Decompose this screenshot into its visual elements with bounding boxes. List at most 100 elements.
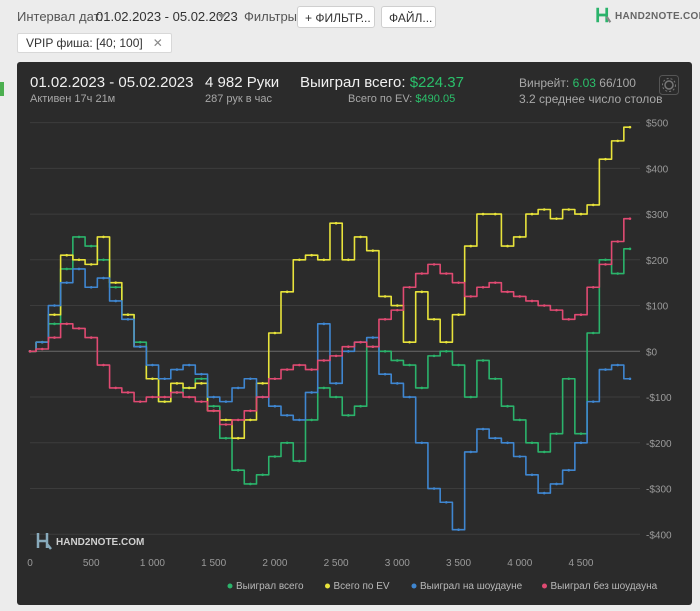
data-point: [40, 340, 44, 344]
data-point: [212, 404, 215, 408]
data-point: [347, 414, 350, 417]
data-point: [347, 349, 350, 353]
sidebar-marker: [0, 82, 4, 96]
data-point: [444, 340, 448, 344]
data-point: [273, 377, 277, 381]
data-point: [444, 349, 448, 353]
data-point: [383, 349, 387, 353]
data-point: [212, 409, 215, 413]
data-point: [555, 217, 558, 220]
legend-label[interactable]: Выиграл на шоудауне: [420, 581, 523, 592]
data-point: [530, 473, 534, 477]
y-tick-label: $200: [646, 256, 669, 267]
data-point: [298, 418, 301, 422]
data-point: [591, 203, 595, 207]
data-point: [236, 436, 240, 440]
data-point: [224, 436, 228, 440]
data-point: [604, 368, 607, 371]
data-point: [163, 395, 166, 399]
data-point: [579, 441, 583, 445]
data-point: [481, 359, 485, 362]
file-button[interactable]: ФАЙЛ...: [381, 6, 436, 28]
y-tick-label: $0: [646, 347, 658, 358]
data-point: [567, 468, 571, 472]
stat-tables: 3.2 среднее число столов: [519, 92, 663, 106]
data-point: [457, 313, 460, 317]
data-point: [310, 418, 313, 422]
data-point: [126, 317, 130, 321]
data-point: [89, 285, 93, 289]
data-point: [53, 313, 56, 317]
data-point: [77, 258, 81, 262]
data-point: [53, 304, 56, 307]
data-point: [383, 317, 387, 321]
data-point: [151, 395, 154, 399]
data-point: [138, 345, 142, 349]
data-point: [567, 208, 571, 211]
data-point: [236, 418, 240, 422]
data-point: [457, 528, 460, 532]
data-point: [187, 386, 191, 390]
data-point: [298, 459, 301, 463]
data-point: [506, 441, 509, 445]
data-point: [298, 363, 301, 367]
data-point: [591, 331, 595, 335]
gear-icon[interactable]: [659, 75, 679, 95]
data-point: [444, 272, 448, 275]
close-icon[interactable]: ✕: [152, 36, 163, 50]
x-tick-label: 4 500: [568, 558, 593, 569]
hand2note-watermark-icon: [36, 533, 52, 550]
data-point: [518, 455, 522, 458]
data-point: [616, 139, 620, 143]
data-point: [408, 363, 411, 367]
data-point: [151, 363, 154, 367]
data-point: [65, 253, 69, 257]
data-point: [396, 308, 399, 312]
data-point: [604, 263, 607, 266]
legend-label[interactable]: Выиграл без шоудауна: [551, 580, 658, 592]
data-point: [506, 404, 509, 408]
data-point: [371, 336, 375, 339]
watermark-brand: HAND2NOTE.COM: [56, 537, 144, 548]
data-point: [396, 304, 399, 307]
x-tick-label: 500: [83, 558, 100, 569]
data-point: [432, 354, 436, 358]
data-point: [236, 468, 240, 472]
stat-won-label: Выиграл всего:: [300, 74, 406, 91]
active-filter-label: VPIP фиша: [40; 100]: [26, 36, 143, 50]
data-point: [187, 395, 191, 399]
add-filter-button[interactable]: + ФИЛЬТР...: [297, 6, 375, 28]
data-point: [457, 281, 460, 284]
data-point: [77, 327, 81, 330]
hand2note-logo-icon: [596, 7, 612, 23]
data-point: [224, 423, 228, 426]
data-point: [444, 500, 448, 504]
stat-winrate-label: Винрейт:: [519, 76, 570, 90]
data-point: [347, 258, 350, 262]
stat-won-total: Выиграл всего: $224.37: [300, 74, 464, 91]
y-tick-label: -$400: [646, 530, 672, 541]
data-point: [285, 414, 289, 417]
data-point: [322, 359, 326, 362]
data-point: [432, 487, 436, 490]
data-point: [102, 258, 105, 262]
data-point: [138, 340, 142, 344]
date-range-select[interactable]: 01.02.2023 - 05.02.2023: [96, 9, 238, 24]
data-point: [591, 400, 595, 403]
data-point: [102, 363, 105, 367]
data-point: [249, 482, 252, 486]
data-point: [481, 285, 485, 289]
active-filter-tag[interactable]: VPIP фиша: [40; 100] ✕: [17, 33, 172, 53]
data-point: [249, 418, 252, 422]
data-point: [28, 349, 32, 353]
data-point: [493, 212, 497, 216]
legend-label[interactable]: Всего по EV: [334, 581, 390, 592]
y-tick-label: $100: [646, 302, 669, 313]
legend-label[interactable]: Выиграл всего: [236, 581, 304, 592]
chevron-down-icon[interactable]: [218, 14, 226, 19]
data-point: [555, 308, 558, 312]
data-point: [347, 345, 350, 349]
x-tick-label: 3 000: [385, 558, 410, 569]
stat-won-value: $224.37: [409, 74, 464, 91]
